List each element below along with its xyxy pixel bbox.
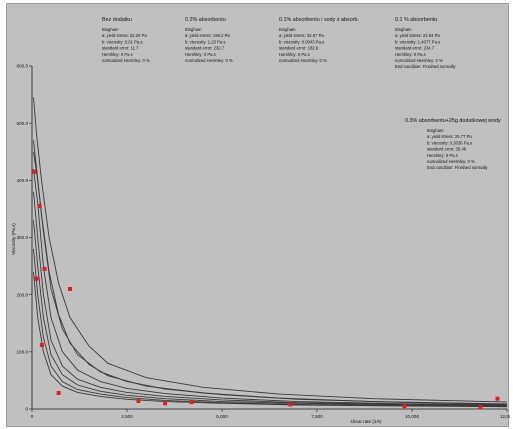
data-marker <box>189 400 194 405</box>
viscosity-curve <box>33 140 508 405</box>
annotation-line: standard error: 11.7 <box>102 46 139 51</box>
data-marker <box>37 204 42 209</box>
annotation-title: 0.3% absorbentu+25g dodatkowej wody <box>405 118 501 124</box>
y-tick-label: 500.0 <box>17 121 29 126</box>
annotation-line: standard error: 232.7 <box>185 46 225 51</box>
y-tick-label: 0 <box>25 407 28 412</box>
annotation-line: b: viscosity: 0.3036 Pa.s <box>427 140 472 145</box>
annotation-line: Hershley: 0 Pa.s <box>427 153 458 158</box>
annotation-line: normalized Hershley: 0 % <box>395 58 443 63</box>
annotation-line: standard error: 182.9 <box>279 46 319 51</box>
data-marker <box>39 342 44 347</box>
annotation-line: standard error: 35.46 <box>427 147 467 152</box>
annotation-line: b: viscosity: 0.0043 Pa.s <box>279 39 324 44</box>
annotation-line: a: yield stress: 22.84 Pa <box>395 33 440 38</box>
annotation-line: Hershley: 0 Pa.s <box>279 52 310 57</box>
data-marker <box>402 404 407 409</box>
annotation-line: b: viscosity: 0.01 Pa.s <box>102 39 143 44</box>
annotation-title: 0.1 % absorbentu <box>395 17 437 23</box>
data-marker <box>32 169 37 174</box>
x-tick-label: 12,500 <box>500 414 510 419</box>
viscosity-curve <box>33 248 508 408</box>
annotation-line: normalized Hershley: 0 % <box>185 58 233 63</box>
viscosity-curve <box>33 271 508 408</box>
x-axis-title: shear rate (1/s) <box>350 419 382 424</box>
y-tick-label: 300.0 <box>17 235 29 240</box>
y-tick-label: 400.0 <box>17 178 29 183</box>
annotation-line: Hershley: 0 Pa.s <box>395 52 426 57</box>
x-tick-label: 10,000 <box>405 414 419 419</box>
annotation-line: normalized Hershley: 0 % <box>102 58 150 63</box>
x-tick-label: 2,500 <box>121 414 133 419</box>
data-marker <box>288 402 293 407</box>
annotation-block: 0.1% absorbentu i sody z absorb. Binghama… <box>279 17 359 63</box>
annotation-line: a: yield stress: 34.87 Pa <box>279 33 324 38</box>
annotation-line: a: yield stress: 25.77 Pa <box>427 134 472 139</box>
y-tick-label: 200.0 <box>17 292 29 297</box>
data-marker <box>478 405 483 410</box>
viscosity-curve <box>33 168 508 406</box>
data-marker <box>68 286 72 291</box>
annotation-line: normalized Hershley: 0 % <box>279 58 327 63</box>
annotation-title: Bez dodatku <box>102 17 132 23</box>
chart-window: Bez dodatku Bingham a: yield stress: 22.26… <box>6 3 510 427</box>
annotation-line: End condition: Finished normally <box>427 165 488 170</box>
annotation-line: Bingham <box>279 27 296 32</box>
data-marker <box>163 401 167 406</box>
annotation-line: End condition: Finished normally <box>395 64 456 69</box>
annotation-line: b: viscosity: 1.4077 Pa.s <box>395 39 440 44</box>
viscosity-curve <box>33 97 508 403</box>
viscosity-curve <box>33 151 508 405</box>
annotation-line: a: yield stress: 196.2 Pa <box>185 33 230 38</box>
annotation-line: Hershley: 0 Pa.s <box>102 52 133 57</box>
annotation-title: 0.2% absorbentu <box>185 17 226 23</box>
annotation-title: 0.1% absorbentu i sody z absorb. <box>279 17 359 23</box>
data-marker <box>495 396 500 401</box>
viscosity-curve <box>33 191 508 407</box>
data-marker <box>136 398 141 403</box>
annotation-line: normalized Hershley: 0 % <box>427 159 475 164</box>
annotation-line: Bingham <box>185 27 202 32</box>
x-tick-label: 5,000 <box>216 414 228 419</box>
viscosity-curve <box>33 220 508 407</box>
annotation-line: a: yield stress: 22.26 Pa <box>102 33 147 38</box>
annotation-line: standard error: 234.7 <box>395 46 435 51</box>
annotation-line: Bingham <box>102 27 119 32</box>
y-axis-title: Viscosity (Pa.s) <box>11 223 16 255</box>
annotation-block: 0.3% absorbentu+25g dodatkowej wody Bingh… <box>405 118 501 170</box>
data-marker <box>34 276 39 281</box>
annotation-line: Bingham <box>427 128 444 133</box>
x-tick-label: 0 <box>31 414 34 419</box>
data-marker <box>56 390 61 395</box>
y-tick-label: 600.0 <box>17 64 29 69</box>
annotation-line: Hershley: 0 Pa.s <box>185 52 216 57</box>
annotation-line: b: viscosity: 1.23 Pa.s <box>185 39 226 44</box>
y-tick-label: 100.0 <box>17 349 29 354</box>
data-marker <box>42 266 47 271</box>
x-tick-label: 7,500 <box>311 414 323 419</box>
annotation-line: Bingham <box>395 27 412 32</box>
